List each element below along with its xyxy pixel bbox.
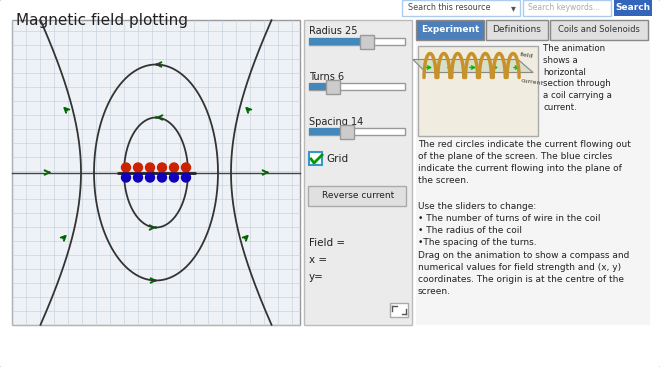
Circle shape: [145, 173, 154, 182]
Text: Grid: Grid: [326, 154, 348, 164]
Bar: [309, 38, 366, 45]
Bar: [360, 34, 374, 48]
Text: Field =: Field =: [309, 238, 345, 248]
Bar: [309, 83, 333, 90]
Text: Spacing 14: Spacing 14: [309, 117, 363, 127]
Circle shape: [158, 173, 166, 182]
Circle shape: [133, 173, 143, 182]
Circle shape: [170, 163, 178, 172]
Bar: [418, 46, 538, 136]
Bar: [326, 80, 340, 94]
Circle shape: [145, 163, 154, 172]
Bar: [12, 20, 300, 325]
Text: The red circles indicate the current flowing out
of the plane of the screen. The: The red circles indicate the current flo…: [418, 140, 631, 185]
Text: Search keywords...: Search keywords...: [528, 4, 600, 12]
Text: Experiment: Experiment: [421, 25, 479, 34]
Text: y=: y=: [309, 272, 324, 282]
Text: ▾: ▾: [511, 3, 516, 13]
Bar: [390, 303, 408, 317]
Circle shape: [170, 173, 178, 182]
Bar: [550, 20, 648, 40]
Circle shape: [182, 163, 191, 172]
Circle shape: [121, 163, 131, 172]
Bar: [614, 0, 652, 16]
Bar: [486, 20, 548, 40]
Bar: [309, 83, 405, 90]
Bar: [309, 128, 347, 135]
Text: Search this resource: Search this resource: [408, 4, 490, 12]
Text: Magnetic field plotting: Magnetic field plotting: [16, 13, 188, 28]
Text: Definitions: Definitions: [492, 25, 541, 34]
Text: current: current: [520, 79, 543, 87]
FancyBboxPatch shape: [308, 186, 406, 206]
Bar: [416, 20, 484, 40]
Text: field: field: [520, 52, 534, 59]
Text: Turns 6: Turns 6: [309, 72, 344, 82]
Circle shape: [121, 173, 131, 182]
Text: Use the sliders to change:
• The number of turns of wire in the coil
• The radiu: Use the sliders to change: • The number …: [418, 202, 630, 296]
Text: Coils and Solenoids: Coils and Solenoids: [558, 25, 640, 34]
FancyBboxPatch shape: [402, 0, 520, 16]
Bar: [309, 152, 322, 165]
Text: x =: x =: [309, 255, 327, 265]
Text: Reverse current: Reverse current: [322, 192, 394, 200]
Text: Search: Search: [615, 4, 651, 12]
Text: Radius 25: Radius 25: [309, 26, 358, 36]
Circle shape: [133, 163, 143, 172]
Bar: [304, 20, 412, 325]
Bar: [341, 124, 354, 138]
Bar: [309, 128, 405, 135]
Circle shape: [182, 173, 191, 182]
Bar: [309, 38, 405, 45]
Text: The animation
shows a
horizontal
section through
a coil carrying a
current.: The animation shows a horizontal section…: [543, 44, 612, 112]
Circle shape: [158, 163, 166, 172]
FancyBboxPatch shape: [523, 0, 611, 16]
Bar: [416, 20, 650, 325]
Polygon shape: [413, 59, 533, 73]
